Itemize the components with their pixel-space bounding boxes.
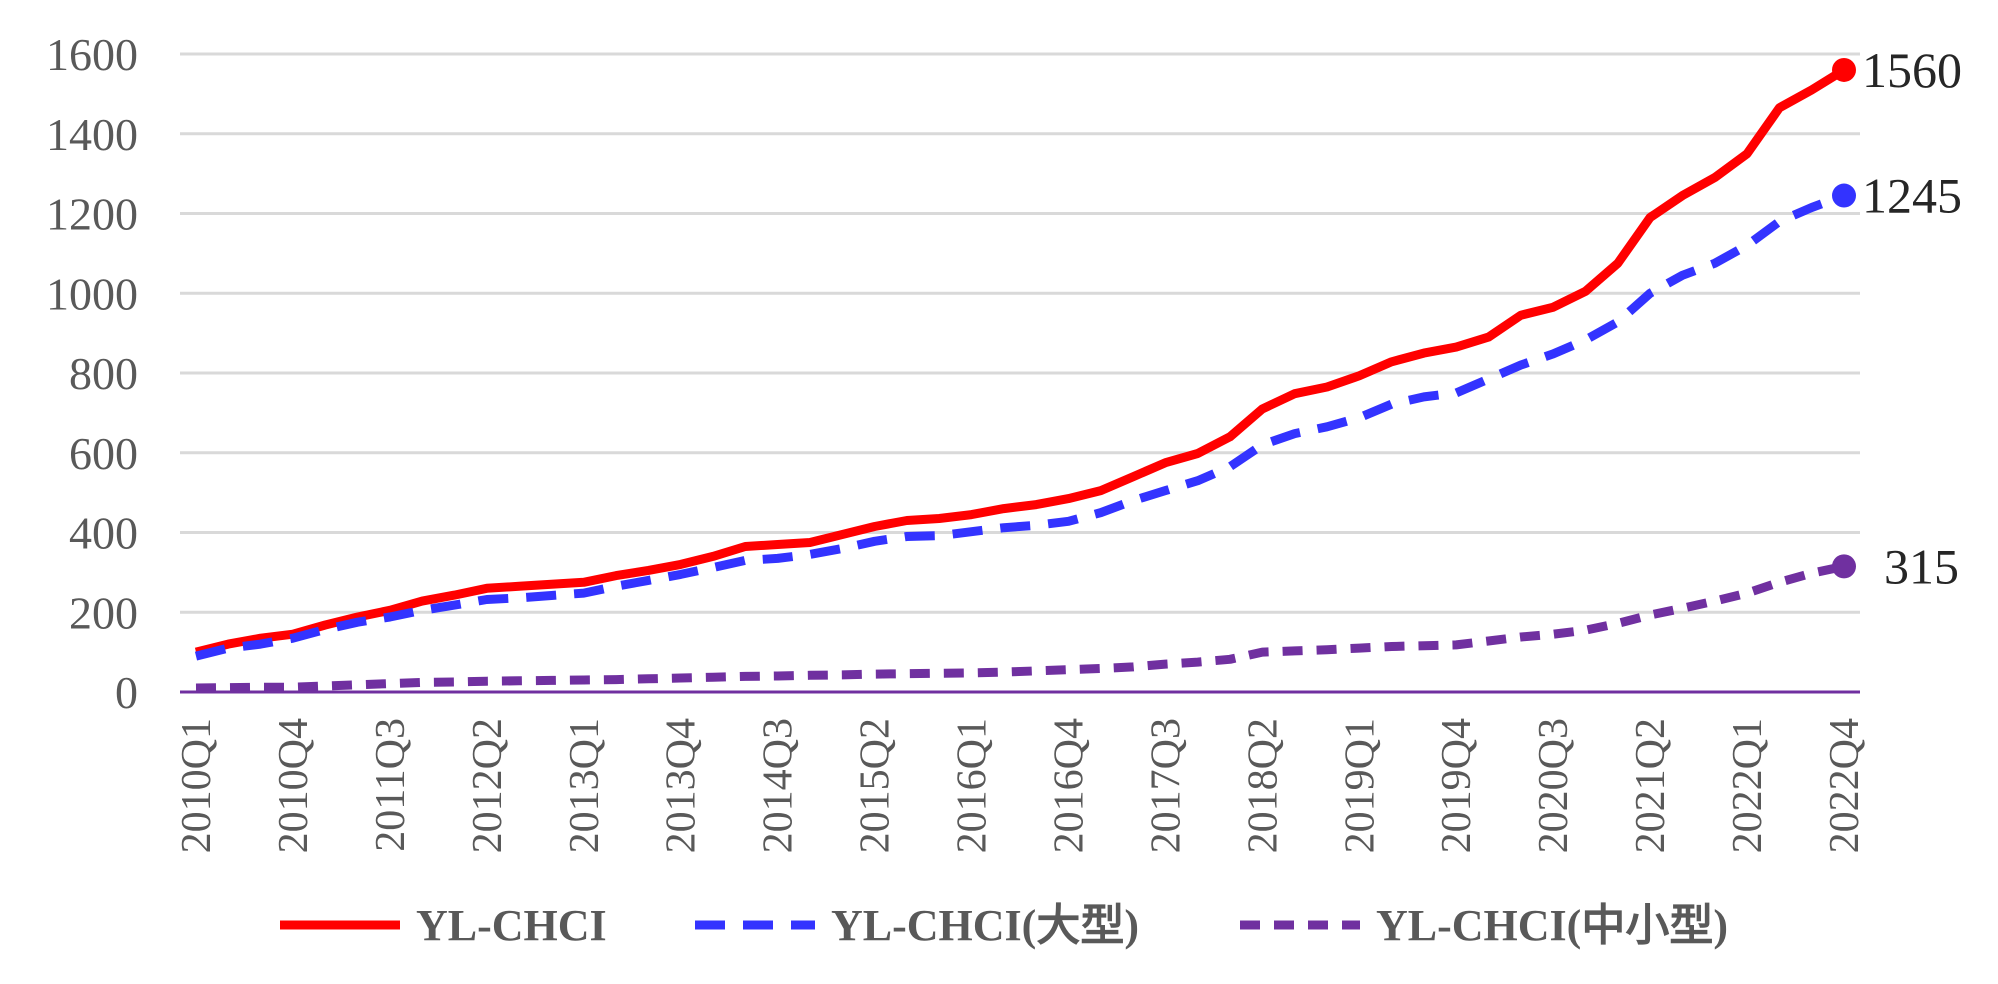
x-tick-label: 2016Q1 (950, 718, 996, 853)
endpoint-marker-2 (1832, 554, 1856, 579)
y-tick-label: 400 (69, 508, 138, 559)
y-axis-ticks: 0 200 400 600 800 1000 1200 1400 1600 (46, 29, 138, 718)
x-tick-label: 2014Q3 (756, 718, 802, 853)
x-tick-label: 2022Q1 (1725, 718, 1771, 853)
series-line-2 (195, 561, 1845, 693)
endpoint-marker-1 (1832, 183, 1856, 208)
x-tick-label: 2020Q3 (1531, 718, 1577, 853)
x-tick-label: 2022Q4 (1822, 718, 1868, 853)
y-tick-label: 1200 (46, 189, 138, 240)
legend: YL-CHCI YL-CHCI(大型) YL-CHCI(中小型) (280, 901, 1728, 950)
y-tick-label: 1000 (46, 268, 138, 319)
x-tick-label: 2018Q2 (1240, 718, 1286, 853)
endpoint-marker-0 (1832, 57, 1856, 82)
series-line-0 (194, 66, 1847, 657)
legend-label-1: YL-CHCI(大型) (831, 901, 1139, 950)
x-tick-label: 2013Q1 (562, 718, 608, 853)
y-tick-label: 800 (69, 348, 138, 399)
x-tick-label: 2021Q2 (1628, 718, 1674, 853)
endpoint-label-2: 315 (1884, 538, 1959, 594)
x-tick-label: 2016Q4 (1046, 718, 1092, 853)
endpoint-markers: 1560 1245 315 (1832, 42, 1962, 594)
legend-label-0: YL-CHCI (416, 901, 607, 950)
y-tick-label: 1400 (46, 109, 138, 160)
x-tick-label: 2012Q2 (465, 718, 511, 853)
endpoint-label-0: 1560 (1862, 42, 1962, 98)
x-tick-label: 2010Q4 (271, 718, 317, 853)
x-tick-label: 2019Q4 (1434, 718, 1480, 853)
endpoint-label-1: 1245 (1862, 168, 1962, 224)
x-tick-label: 2013Q4 (659, 718, 705, 853)
legend-label-2: YL-CHCI(中小型) (1376, 901, 1728, 950)
y-tick-label: 600 (69, 428, 138, 479)
y-tick-label: 200 (69, 587, 138, 638)
gridlines (180, 52, 1860, 614)
x-tick-label: 2010Q1 (174, 718, 220, 853)
x-tick-label: 2015Q2 (853, 718, 899, 853)
x-tick-label: 2017Q3 (1143, 718, 1189, 853)
y-tick-label: 0 (115, 667, 138, 718)
x-tick-label: 2011Q3 (368, 718, 414, 852)
series-lines (194, 66, 1847, 693)
x-axis-ticks: 2010Q1 2010Q4 2011Q3 2012Q2 2013Q1 2013Q4 2014… (174, 718, 1868, 853)
y-tick-label: 1600 (46, 29, 138, 80)
x-tick-label: 2019Q1 (1337, 718, 1383, 853)
series-line-1 (194, 191, 1846, 661)
